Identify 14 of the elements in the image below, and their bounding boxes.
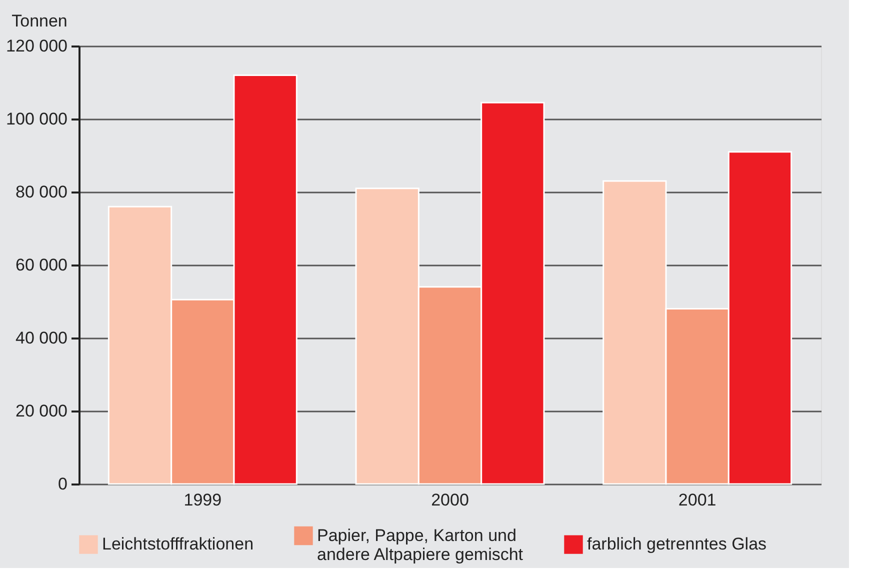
legend-label: Leichtstofffraktionen (102, 534, 254, 554)
y-tick-label: 120 000 (6, 36, 68, 56)
y-tick-label: 80 000 (16, 182, 68, 202)
y-tick-label: 20 000 (16, 402, 68, 420)
y-tick-label: 60 000 (16, 256, 68, 274)
legend-label: Papier, Pappe, Karton und andere Altpapiere gemischt (317, 526, 524, 564)
legend-label: farblich getrenntes Glas (587, 534, 767, 554)
x-tick-label: 2000 (431, 490, 469, 510)
y-tick-label: 40 000 (16, 328, 68, 348)
x-tick-label: 2001 (678, 490, 716, 510)
x-tick-label: 1999 (184, 490, 222, 510)
y-axis-title: Tonnen (12, 12, 68, 30)
y-tick-label: 0 (58, 474, 68, 494)
y-tick-label: 100 000 (6, 110, 68, 128)
